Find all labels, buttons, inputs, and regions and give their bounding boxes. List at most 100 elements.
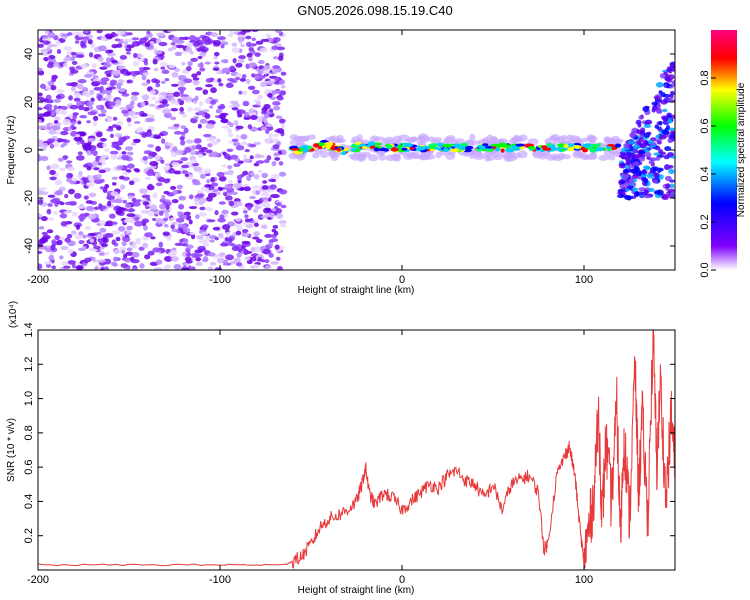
noise-speck	[268, 178, 276, 183]
spectrogram-y-label: Frequency (Hz)	[6, 116, 17, 185]
noise-speck	[253, 222, 259, 227]
noise-speck	[278, 80, 285, 85]
noise-speck	[79, 115, 88, 119]
edge-speck	[669, 192, 675, 198]
noise-speck	[154, 154, 161, 161]
noise-speck	[119, 184, 126, 190]
noise-speck	[224, 195, 233, 201]
noise-speck	[237, 248, 243, 253]
noise-speck	[142, 201, 150, 206]
band-peak	[386, 144, 393, 150]
noise-speck	[57, 157, 64, 162]
edge-speck	[619, 183, 625, 190]
noise-speck	[73, 136, 83, 142]
colorbar-tick-label: 0.6	[699, 118, 711, 133]
noise-speck	[147, 250, 155, 256]
noise-speck	[105, 220, 114, 227]
edge-speck	[647, 139, 654, 145]
noise-speck	[117, 226, 126, 232]
noise-speck	[160, 80, 166, 84]
snr-y-label: SNR (10 * v/v)	[6, 418, 17, 482]
noise-speck	[194, 197, 200, 202]
band-peak	[614, 143, 622, 148]
noise-speck	[158, 132, 165, 137]
noise-speck	[227, 169, 234, 176]
noise-speck	[231, 246, 240, 252]
noise-speck	[103, 62, 112, 68]
noise-speck	[64, 201, 73, 206]
noise-speck	[276, 128, 285, 134]
noise-speck	[242, 30, 252, 33]
noise-speck	[201, 258, 209, 263]
noise-speck	[125, 51, 131, 55]
band-halo	[289, 139, 300, 147]
noise-speck	[39, 155, 49, 161]
noise-speck	[40, 48, 49, 54]
noise-speck	[264, 259, 270, 264]
noise-speck	[235, 134, 241, 140]
noise-speck	[241, 232, 249, 238]
noise-speck	[185, 66, 192, 72]
noise-speck	[123, 219, 129, 224]
noise-speck	[196, 235, 204, 240]
noise-speck	[170, 107, 179, 112]
noise-speck	[226, 148, 234, 153]
noise-speck	[199, 206, 206, 211]
edge-speck	[643, 194, 650, 199]
edge-speck	[641, 168, 647, 175]
noise-speck	[239, 77, 247, 82]
band-halo	[307, 134, 317, 140]
noise-speck	[210, 177, 215, 183]
noise-speck	[175, 217, 185, 223]
x-tick-label: 0	[399, 274, 405, 286]
noise-speck	[114, 133, 123, 138]
noise-speck	[110, 154, 117, 160]
noise-speck	[114, 82, 124, 86]
noise-speck	[231, 138, 239, 143]
noise-speck	[274, 244, 280, 250]
noise-speck	[77, 205, 86, 209]
noise-speck	[188, 35, 197, 42]
edge-speck	[621, 162, 626, 169]
noise-speck	[112, 249, 122, 255]
edge-speck	[624, 164, 630, 170]
noise-speck	[92, 75, 99, 79]
noise-speck	[145, 131, 152, 137]
band-peak	[401, 147, 408, 151]
edge-speck	[656, 109, 663, 114]
noise-speck	[118, 88, 126, 93]
noise-speck	[148, 103, 156, 107]
noise-speck	[104, 233, 114, 238]
noise-speck	[126, 213, 136, 218]
edge-speck	[654, 96, 661, 101]
noise-speck	[121, 154, 130, 161]
noise-speck	[193, 166, 203, 172]
noise-speck	[150, 37, 157, 42]
edge-speck	[665, 183, 671, 189]
noise-speck	[249, 220, 256, 224]
noise-speck	[51, 239, 56, 245]
noise-speck	[59, 167, 66, 172]
y-tick-label: 0.4	[23, 494, 35, 509]
noise-speck	[38, 213, 43, 218]
noise-speck	[198, 212, 208, 217]
noise-speck	[38, 190, 44, 196]
noise-speck	[59, 255, 64, 260]
noise-speck	[159, 203, 166, 210]
noise-speck	[107, 101, 116, 107]
edge-speck	[656, 140, 662, 145]
noise-speck	[170, 224, 176, 230]
noise-speck	[218, 252, 226, 258]
noise-speck	[183, 127, 189, 134]
noise-speck	[42, 98, 49, 103]
noise-speck	[188, 219, 193, 225]
noise-speck	[77, 120, 82, 125]
noise-speck	[50, 111, 55, 116]
noise-speck	[230, 211, 239, 216]
x-tick-label: 0	[399, 574, 405, 586]
edge-speck	[664, 146, 672, 152]
noise-speck	[118, 135, 123, 142]
noise-speck	[228, 104, 235, 109]
noise-speck	[227, 165, 233, 170]
noise-speck	[108, 86, 116, 90]
